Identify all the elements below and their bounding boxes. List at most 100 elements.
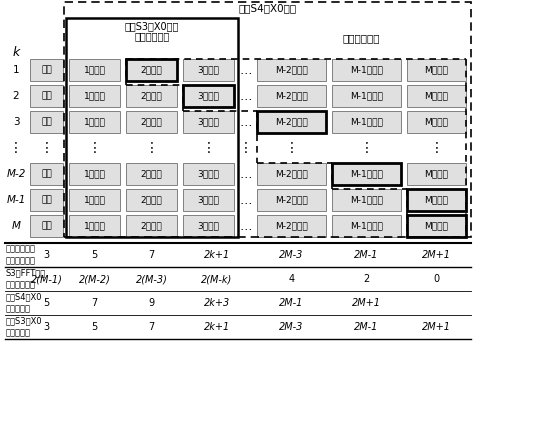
Bar (407, 163, 466, 185)
Text: 步骤S3中X0初值: 步骤S3中X0初值 (125, 21, 179, 31)
Text: ⋮: ⋮ (285, 141, 299, 155)
Text: 均值: 均值 (41, 118, 52, 127)
Text: M-1次谐波: M-1次谐波 (350, 222, 383, 231)
Text: ⋮: ⋮ (145, 141, 158, 155)
Text: 9: 9 (149, 298, 154, 308)
Text: 2次谐波: 2次谐波 (141, 222, 162, 231)
Bar (257, 215, 326, 237)
Text: 低次谐波部分: 低次谐波部分 (134, 31, 170, 41)
Bar (30, 189, 63, 211)
Bar (257, 163, 326, 185)
Text: 2(M-3): 2(M-3) (135, 274, 168, 284)
Text: 1: 1 (13, 65, 20, 75)
Text: 3次谐波: 3次谐波 (197, 196, 219, 204)
Text: 2M-1: 2M-1 (354, 322, 379, 332)
Text: …: … (239, 194, 252, 206)
Text: 优化方法得到: 优化方法得到 (6, 245, 36, 254)
Text: 1次谐波: 1次谐波 (84, 118, 106, 127)
Bar (126, 189, 177, 211)
Text: 7: 7 (149, 322, 154, 332)
Text: ⋮: ⋮ (202, 141, 215, 155)
Text: M-2次谐波: M-2次谐波 (275, 92, 308, 101)
Text: 2M+1: 2M+1 (422, 250, 451, 260)
Text: M: M (11, 221, 21, 231)
Bar (69, 111, 120, 133)
Text: 元素的个数: 元素的个数 (6, 328, 31, 337)
Bar (332, 189, 401, 211)
Bar (126, 85, 177, 107)
Bar (126, 59, 177, 81)
Text: 高次谐波部分: 高次谐波部分 (343, 33, 380, 43)
Text: 2k+3: 2k+3 (204, 298, 230, 308)
Bar (407, 111, 466, 133)
Bar (183, 163, 234, 185)
Text: 3: 3 (44, 322, 50, 332)
Text: 步骤S4中X0初值: 步骤S4中X0初值 (238, 3, 296, 13)
Text: M-2次谐波: M-2次谐波 (275, 66, 308, 74)
Text: 2: 2 (363, 274, 369, 284)
Text: M-1次谐波: M-1次谐波 (350, 196, 383, 204)
Text: S3中FFT得到: S3中FFT得到 (6, 269, 46, 277)
Text: 4: 4 (288, 274, 294, 284)
Bar (126, 215, 177, 237)
Text: M-2: M-2 (7, 169, 26, 179)
Text: M次谐波: M次谐波 (424, 118, 448, 127)
Bar (407, 85, 466, 107)
Bar (69, 163, 120, 185)
Bar (183, 189, 234, 211)
Text: M次谐波: M次谐波 (424, 92, 448, 101)
Text: 1次谐波: 1次谐波 (84, 169, 106, 178)
Bar (257, 111, 326, 133)
Text: …: … (239, 219, 252, 232)
Bar (69, 215, 120, 237)
Text: ⋮: ⋮ (9, 141, 23, 155)
Text: 3: 3 (13, 117, 20, 127)
Text: M-2次谐波: M-2次谐波 (275, 196, 308, 204)
Bar (257, 85, 326, 107)
Bar (183, 111, 234, 133)
Text: M-1: M-1 (7, 195, 26, 205)
Text: 均值: 均值 (41, 92, 52, 101)
Text: 5: 5 (44, 298, 50, 308)
Text: ⋮: ⋮ (88, 141, 101, 155)
Bar (407, 215, 466, 237)
Text: 3次谐波: 3次谐波 (197, 66, 219, 74)
Text: 2M-3: 2M-3 (279, 322, 304, 332)
Bar (30, 163, 63, 185)
Text: 2次谐波: 2次谐波 (141, 196, 162, 204)
Bar (332, 85, 401, 107)
Text: 3: 3 (44, 250, 50, 260)
Bar (69, 85, 120, 107)
Text: 2次谐波: 2次谐波 (141, 169, 162, 178)
Text: M-1次谐波: M-1次谐波 (350, 118, 383, 127)
Text: 均值: 均值 (41, 196, 52, 204)
Text: …: … (239, 168, 252, 181)
Text: …: … (239, 115, 252, 128)
Text: M-2次谐波: M-2次谐波 (275, 118, 308, 127)
Text: 0: 0 (434, 274, 440, 284)
Text: 2M-1: 2M-1 (279, 298, 304, 308)
Text: 3次谐波: 3次谐波 (197, 118, 219, 127)
Text: …: … (239, 64, 252, 76)
Bar (257, 59, 326, 81)
Text: k: k (13, 47, 20, 60)
Text: 5: 5 (91, 322, 97, 332)
Bar (66, 18, 238, 237)
Text: 2M+1: 2M+1 (422, 322, 451, 332)
Text: 2M-1: 2M-1 (354, 250, 379, 260)
Text: M次谐波: M次谐波 (424, 196, 448, 204)
Bar (69, 189, 120, 211)
Bar (332, 111, 401, 133)
Text: 3次谐波: 3次谐波 (197, 222, 219, 231)
Text: 2(M-1): 2(M-1) (30, 274, 63, 284)
Text: 3次谐波: 3次谐波 (197, 169, 219, 178)
Bar (183, 85, 234, 107)
Bar (64, 2, 471, 237)
Bar (126, 111, 177, 133)
Bar (183, 59, 234, 81)
Text: 7: 7 (149, 250, 154, 260)
Bar (30, 59, 63, 81)
Text: 的未知量个数: 的未知量个数 (6, 257, 36, 266)
Text: ⋮: ⋮ (239, 141, 252, 155)
Bar (30, 85, 63, 107)
